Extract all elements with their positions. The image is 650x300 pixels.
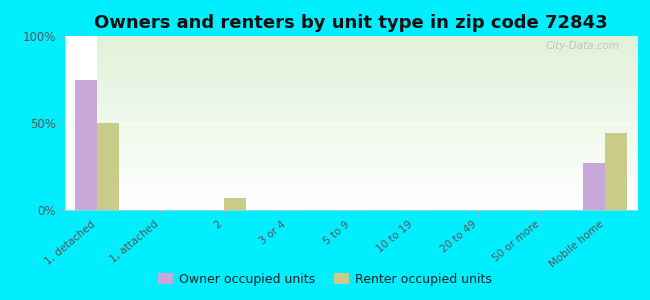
Text: City-Data.com: City-Data.com <box>546 41 620 51</box>
Bar <box>605 134 627 210</box>
Bar <box>224 198 246 210</box>
Bar <box>97 123 119 210</box>
Bar <box>583 163 605 210</box>
Legend: Owner occupied units, Renter occupied units: Owner occupied units, Renter occupied un… <box>153 268 497 291</box>
Bar <box>75 80 97 210</box>
Title: Owners and renters by unit type in zip code 72843: Owners and renters by unit type in zip c… <box>94 14 608 32</box>
